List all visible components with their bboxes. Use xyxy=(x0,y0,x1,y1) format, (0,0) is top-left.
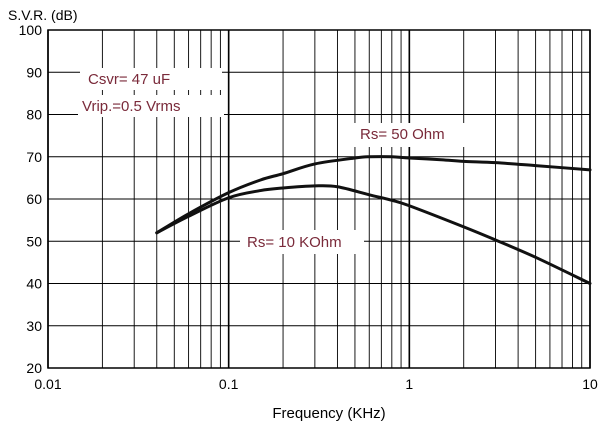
y-tick-label: 100 xyxy=(19,22,43,38)
x-tick-label: 0.01 xyxy=(34,376,61,392)
annotations: Csvr= 47 uF Vrip.=0.5 Vrms Rs= 50 Ohm Rs= 1… xyxy=(78,68,472,254)
series-rs-50-ohm-line xyxy=(155,155,592,235)
y-tick-label: 30 xyxy=(26,318,42,334)
annotation-background xyxy=(352,123,472,147)
plot-frame xyxy=(47,29,591,369)
y-tick-label: 90 xyxy=(26,64,42,80)
y-tick-label: 80 xyxy=(26,107,42,123)
x-tick-label: 10 xyxy=(582,376,598,392)
series-curves xyxy=(155,155,592,285)
annotation-vrip: Vrip.=0.5 Vrms xyxy=(82,98,181,115)
y-tick-label: 50 xyxy=(26,233,42,249)
annotation-rs10k: Rs= 10 KOhm xyxy=(247,234,342,251)
y-tick-label: 70 xyxy=(26,149,42,165)
x-tick-label: 1 xyxy=(405,376,413,392)
annotation-background xyxy=(240,230,364,254)
annotation-rs50: Rs= 50 Ohm xyxy=(360,126,445,143)
tick-labels: 20 30 40 50 60 70 80 90 100 0.01 0.1 1 10 xyxy=(19,22,598,392)
series-rs-10-kohm-line xyxy=(155,184,592,285)
y-tick-label: 20 xyxy=(26,360,42,376)
y-tick-label: 60 xyxy=(26,191,42,207)
y-tick-label: 40 xyxy=(26,276,42,292)
x-axis-label: Frequency (KHz) xyxy=(272,405,385,422)
annotation-background xyxy=(78,95,224,117)
y-axis-label: S.V.R. (dB) xyxy=(8,7,78,23)
x-tick-label: 0.1 xyxy=(219,376,239,392)
annotation-background xyxy=(80,68,222,90)
annotation-csvr: Csvr= 47 uF xyxy=(88,71,170,88)
